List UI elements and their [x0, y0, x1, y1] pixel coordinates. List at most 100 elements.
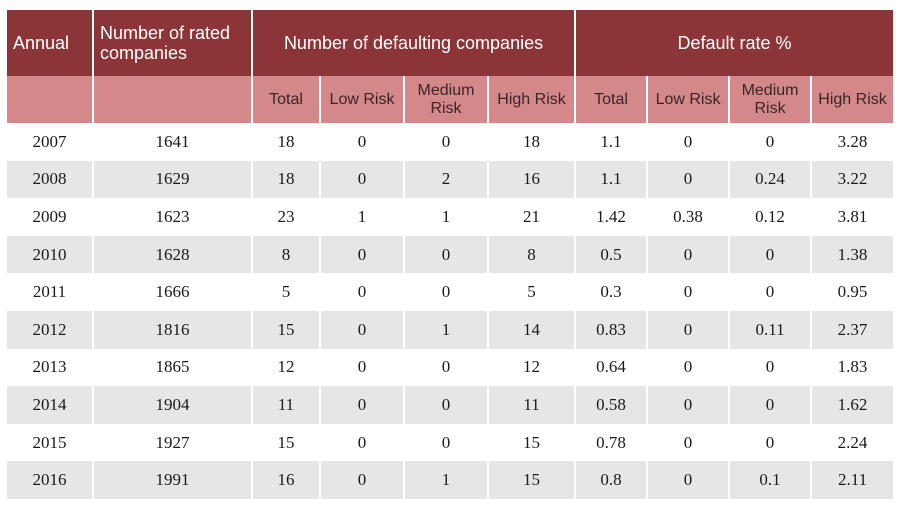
cell-rate-total: 0.5 — [575, 235, 649, 274]
cell-year: 2014 — [7, 386, 94, 424]
cell-defaulting-medium-risk: 0 — [404, 348, 489, 387]
cell-rate-total: 0.3 — [575, 273, 649, 311]
cell-defaulting-total: 5 — [252, 273, 321, 311]
subheader-defaulting-medium-risk: Medium Risk — [404, 76, 489, 123]
cell-defaulting-total: 15 — [252, 310, 321, 349]
subheader-empty-rated — [93, 76, 253, 123]
subheader-rate-low-risk: Low Risk — [647, 76, 731, 123]
cell-rated: 1991 — [93, 461, 253, 499]
cell-rate-low-risk: 0.38 — [647, 198, 731, 236]
cell-rate-total: 1.1 — [575, 123, 649, 161]
cell-defaulting-high-risk: 16 — [488, 160, 577, 199]
header-row-top: Annual Number of rated companies Number … — [7, 10, 894, 76]
subheader-rate-total: Total — [575, 76, 649, 123]
cell-defaulting-medium-risk: 1 — [404, 198, 489, 236]
cell-year: 2008 — [7, 160, 94, 199]
cell-rate-total: 0.83 — [575, 310, 649, 349]
table-row: 2009 1623 23 1 1 21 1.42 0.38 0.12 3.81 — [7, 198, 894, 236]
cell-defaulting-low-risk: 0 — [320, 461, 405, 499]
subheader-rate-high-risk: High Risk — [811, 76, 894, 123]
cell-defaulting-low-risk: 0 — [320, 160, 405, 199]
cell-rate-low-risk: 0 — [647, 273, 731, 311]
cell-rate-total: 0.8 — [575, 461, 649, 499]
cell-rated: 1629 — [93, 160, 253, 199]
cell-rated: 1816 — [93, 310, 253, 349]
subheader-defaulting-total: Total — [252, 76, 321, 123]
cell-defaulting-high-risk: 5 — [488, 273, 577, 311]
cell-year: 2016 — [7, 461, 94, 499]
cell-defaulting-high-risk: 18 — [488, 123, 577, 161]
cell-rated: 1623 — [93, 198, 253, 236]
cell-rate-high-risk: 1.38 — [811, 235, 894, 274]
cell-year: 2010 — [7, 235, 94, 274]
table-row: 2011 1666 5 0 0 5 0.3 0 0 0.95 — [7, 273, 894, 311]
cell-rate-total: 1.1 — [575, 160, 649, 199]
cell-defaulting-low-risk: 0 — [320, 123, 405, 161]
cell-rate-medium-risk: 0 — [729, 123, 813, 161]
cell-rate-high-risk: 1.83 — [811, 348, 894, 387]
cell-rated: 1865 — [93, 348, 253, 387]
cell-defaulting-medium-risk: 0 — [404, 386, 489, 424]
cell-defaulting-high-risk: 21 — [488, 198, 577, 236]
cell-rated: 1927 — [93, 423, 253, 462]
table-row: 2014 1904 11 0 0 11 0.58 0 0 1.62 — [7, 386, 894, 424]
table-row: 2015 1927 15 0 0 15 0.78 0 0 2.24 — [7, 423, 894, 462]
cell-defaulting-high-risk: 15 — [488, 461, 577, 499]
cell-defaulting-total: 11 — [252, 386, 321, 424]
cell-rate-low-risk: 0 — [647, 235, 731, 274]
table-row: 2012 1816 15 0 1 14 0.83 0 0.11 2.37 — [7, 310, 894, 349]
cell-rated: 1904 — [93, 386, 253, 424]
cell-rate-low-risk: 0 — [647, 386, 731, 424]
table-row: 2010 1628 8 0 0 8 0.5 0 0 1.38 — [7, 235, 894, 274]
cell-defaulting-high-risk: 12 — [488, 348, 577, 387]
cell-rate-high-risk: 2.37 — [811, 310, 894, 349]
cell-defaulting-medium-risk: 2 — [404, 160, 489, 199]
cell-rate-medium-risk: 0 — [729, 386, 813, 424]
cell-year: 2012 — [7, 310, 94, 349]
cell-rate-medium-risk: 0 — [729, 235, 813, 274]
cell-rate-low-risk: 0 — [647, 310, 731, 349]
header-annual: Annual — [7, 10, 94, 76]
cell-rate-medium-risk: 0 — [729, 273, 813, 311]
cell-rate-high-risk: 1.62 — [811, 386, 894, 424]
cell-defaulting-low-risk: 0 — [320, 235, 405, 274]
cell-rate-low-risk: 0 — [647, 123, 731, 161]
cell-rated: 1666 — [93, 273, 253, 311]
cell-defaulting-high-risk: 14 — [488, 310, 577, 349]
cell-defaulting-low-risk: 0 — [320, 386, 405, 424]
cell-rate-medium-risk: 0.12 — [729, 198, 813, 236]
cell-rate-total: 1.42 — [575, 198, 649, 236]
default-rate-table: Annual Number of rated companies Number … — [7, 10, 894, 499]
cell-rated: 1628 — [93, 235, 253, 274]
cell-defaulting-total: 23 — [252, 198, 321, 236]
cell-defaulting-low-risk: 0 — [320, 273, 405, 311]
cell-defaulting-low-risk: 0 — [320, 423, 405, 462]
cell-rate-high-risk: 3.81 — [811, 198, 894, 236]
cell-rate-low-risk: 0 — [647, 461, 731, 499]
table-row: 2013 1865 12 0 0 12 0.64 0 0 1.83 — [7, 348, 894, 387]
cell-defaulting-total: 15 — [252, 423, 321, 462]
cell-year: 2013 — [7, 348, 94, 387]
cell-defaulting-medium-risk: 0 — [404, 273, 489, 311]
cell-rate-low-risk: 0 — [647, 423, 731, 462]
cell-defaulting-high-risk: 15 — [488, 423, 577, 462]
cell-defaulting-total: 16 — [252, 461, 321, 499]
cell-rate-high-risk: 0.95 — [811, 273, 894, 311]
cell-rate-medium-risk: 0 — [729, 348, 813, 387]
cell-defaulting-medium-risk: 1 — [404, 310, 489, 349]
cell-defaulting-high-risk: 11 — [488, 386, 577, 424]
cell-rate-high-risk: 3.28 — [811, 123, 894, 161]
cell-rate-high-risk: 3.22 — [811, 160, 894, 199]
cell-defaulting-low-risk: 0 — [320, 348, 405, 387]
subheader-defaulting-low-risk: Low Risk — [320, 76, 405, 123]
cell-defaulting-medium-risk: 0 — [404, 423, 489, 462]
cell-defaulting-total: 12 — [252, 348, 321, 387]
cell-defaulting-low-risk: 1 — [320, 198, 405, 236]
cell-rate-medium-risk: 0.24 — [729, 160, 813, 199]
cell-defaulting-total: 8 — [252, 235, 321, 274]
cell-defaulting-medium-risk: 0 — [404, 123, 489, 161]
table-row: 2007 1641 18 0 0 18 1.1 0 0 3.28 — [7, 123, 894, 161]
cell-year: 2011 — [7, 273, 94, 311]
cell-rate-total: 0.58 — [575, 386, 649, 424]
header-row-sub: Total Low Risk Medium Risk High Risk Tot… — [7, 76, 894, 123]
